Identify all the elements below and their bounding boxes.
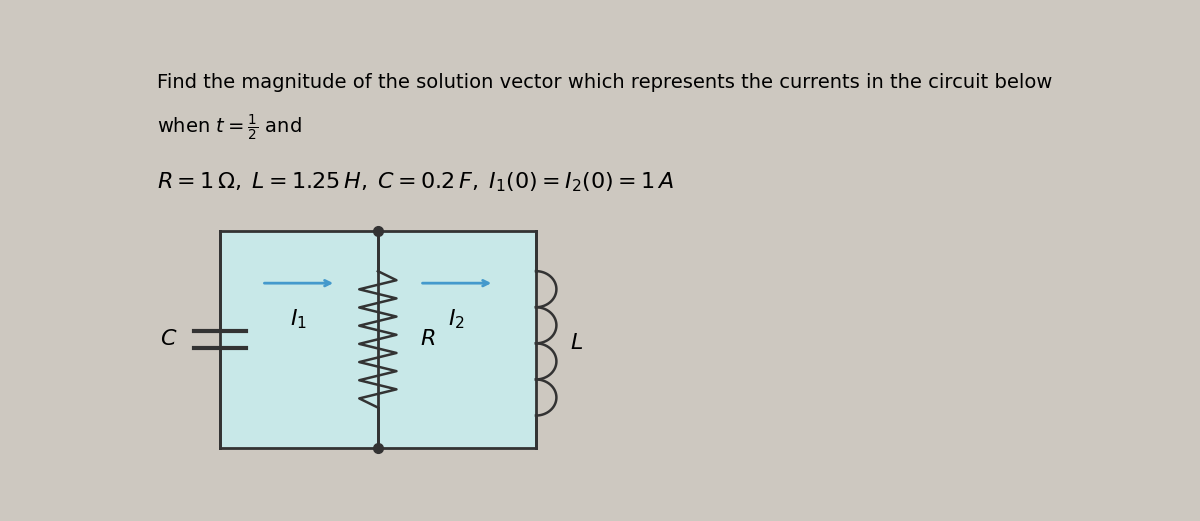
Text: Find the magnitude of the solution vector which represents the currents in the c: Find the magnitude of the solution vecto… <box>157 72 1052 92</box>
Text: $C$: $C$ <box>160 329 176 349</box>
Text: $R$: $R$ <box>420 329 436 349</box>
Text: $R = 1\,\Omega,\; L = 1.25\,H,\; C = 0.2\,F,\; I_1(0) = I_2(0) = 1\,A$: $R = 1\,\Omega,\; L = 1.25\,H,\; C = 0.2… <box>157 171 674 194</box>
Bar <box>220 231 536 448</box>
Text: $I_1$: $I_1$ <box>290 307 307 331</box>
Text: when $t = \frac{1}{2}$ and: when $t = \frac{1}{2}$ and <box>157 113 302 143</box>
Text: $L$: $L$ <box>570 333 583 353</box>
Text: $I_2$: $I_2$ <box>449 307 466 331</box>
